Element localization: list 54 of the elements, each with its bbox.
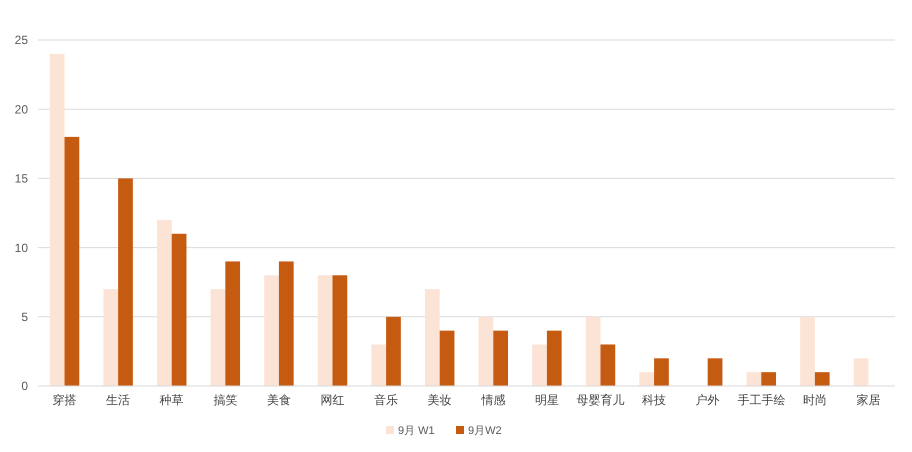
bar xyxy=(278,261,294,386)
x-tick-label: 情感 xyxy=(480,393,506,407)
bar xyxy=(532,344,547,386)
bar xyxy=(225,261,240,386)
x-tick-label: 时尚 xyxy=(802,393,827,407)
bar xyxy=(546,330,562,386)
bar xyxy=(172,234,186,386)
bar xyxy=(586,316,600,386)
y-tick-label: 5 xyxy=(21,310,28,324)
legend-label: 9月W2 xyxy=(468,424,502,437)
bar xyxy=(814,372,830,386)
bar xyxy=(118,178,133,386)
x-tick-label: 美妆 xyxy=(428,393,452,407)
bar xyxy=(50,54,65,386)
bar xyxy=(761,372,776,386)
bar xyxy=(708,358,722,386)
bar xyxy=(332,275,348,386)
x-tick-label: 家居 xyxy=(856,393,880,407)
x-tick-label: 网红 xyxy=(320,393,345,407)
x-tick-label: 母婴育儿 xyxy=(576,393,624,407)
bar xyxy=(103,289,118,386)
x-tick-label: 种草 xyxy=(160,393,184,407)
bar xyxy=(210,289,226,386)
bar xyxy=(156,220,172,386)
y-tick-label: 0 xyxy=(21,379,28,394)
x-tick-label: 户外 xyxy=(696,393,720,407)
bar xyxy=(654,358,669,386)
bar xyxy=(264,275,279,386)
bar xyxy=(600,344,616,386)
bar xyxy=(386,316,401,386)
x-tick-label: 科技 xyxy=(642,393,666,407)
bar xyxy=(639,372,654,386)
bar xyxy=(440,330,454,386)
x-tick-label: 明星 xyxy=(534,393,559,407)
legend-label: 9月 W1 xyxy=(398,424,435,437)
y-tick-label: 15 xyxy=(14,172,28,186)
bar xyxy=(318,275,333,386)
bar xyxy=(371,344,386,386)
bar xyxy=(478,316,494,386)
x-tick-label: 生活 xyxy=(106,393,130,407)
x-tick-label: 音乐 xyxy=(374,393,398,407)
x-tick-label: 穿搭 xyxy=(52,393,77,407)
x-tick-label: 搞笑 xyxy=(213,393,238,407)
y-tick-label: 10 xyxy=(14,240,28,255)
bar xyxy=(854,358,868,386)
bar xyxy=(746,372,762,386)
x-tick-label: 美食 xyxy=(266,393,291,407)
y-tick-label: 25 xyxy=(14,33,28,48)
bar xyxy=(64,136,80,386)
bar xyxy=(800,316,815,386)
x-tick-label: 手工手绘 xyxy=(737,393,786,407)
bar xyxy=(493,330,508,386)
y-tick-label: 20 xyxy=(14,102,28,116)
bar xyxy=(424,289,440,386)
